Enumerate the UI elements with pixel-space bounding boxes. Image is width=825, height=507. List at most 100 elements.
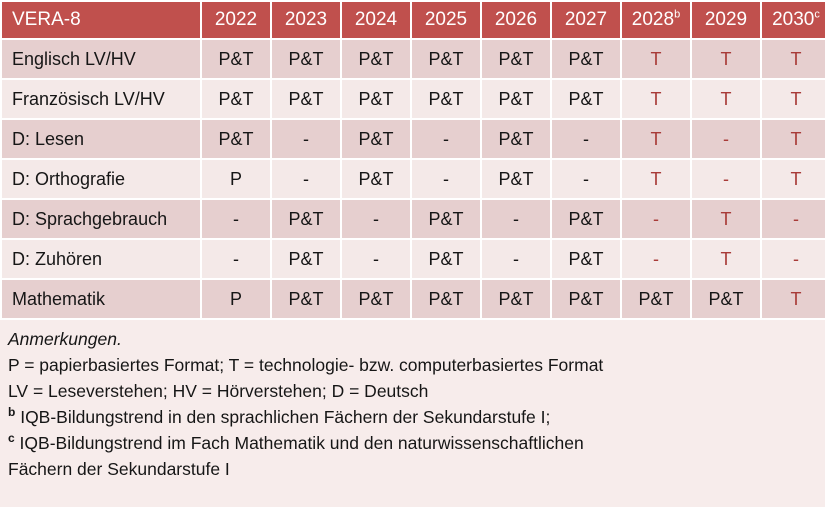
cell-2022: - [202,240,270,278]
notes-line-formats: P = papierbasiertes Format; T = technolo… [8,355,604,375]
table-row: Englisch LV/HV P&T P&T P&T P&T P&T P&T T T T [2,40,825,78]
cell-2023: P&T [272,80,340,118]
row-label: Französisch LV/HV [2,80,200,118]
cell-2026: P&T [482,80,550,118]
table-row: D: Orthografie P - P&T - P&T - T - T [2,160,825,198]
table-body: Englisch LV/HV P&T P&T P&T P&T P&T P&T T T T Franz… [2,40,825,318]
year-label: 2030 [772,9,815,30]
table-row: D: Lesen P&T - P&T - P&T - T - T [2,120,825,158]
table-row: Französisch LV/HV P&T P&T P&T P&T P&T P&T T T T [2,80,825,118]
cell-2028: T [622,160,690,198]
cell-2028: - [622,200,690,238]
cell-2023: P&T [272,200,340,238]
column-header-2028: 2028b [622,2,690,38]
cell-2027: P&T [552,80,620,118]
cell-2025: - [412,120,480,158]
cell-2030: T [762,160,825,198]
corner-label: VERA-8 [12,9,81,30]
cell-2028: - [622,240,690,278]
footnote-marker-c: c [814,8,820,21]
year-label: 2024 [354,9,398,30]
year-label: 2022 [214,9,258,30]
table-row: Mathematik P P&T P&T P&T P&T P&T P&T P&T T [2,280,825,318]
cell-2027: - [552,160,620,198]
cell-2024: - [342,240,410,278]
column-header-2030: 2030c [762,2,825,38]
notes-footnote-b: b IQB-Bildungstrend in den sprachlichen … [8,404,825,430]
cell-2022: P [202,280,270,318]
cell-2026: P&T [482,280,550,318]
cell-2029: T [692,40,760,78]
cell-2023: P&T [272,40,340,78]
cell-2025: P&T [412,200,480,238]
table-row: D: Zuhören - P&T - P&T - P&T - T - [2,240,825,278]
cell-2029: P&T [692,280,760,318]
column-header-2029: 2029 [692,2,760,38]
year-label: 2023 [284,9,328,30]
cell-2023: P&T [272,280,340,318]
column-header-2026: 2026 [482,2,550,38]
notes-footnote-c: c IQB-Bildungstrend im Fach Mathematik u… [8,430,825,456]
column-header-2022: 2022 [202,2,270,38]
cell-2026: P&T [482,40,550,78]
row-label: D: Lesen [2,120,200,158]
cell-2026: - [482,240,550,278]
cell-2024: P&T [342,80,410,118]
footnote-marker-b-text: b [8,405,16,420]
cell-2029: - [692,160,760,198]
cell-2022: P [202,160,270,198]
cell-2030: - [762,240,825,278]
cell-2022: - [202,200,270,238]
cell-2024: P&T [342,280,410,318]
column-header-2023: 2023 [272,2,340,38]
cell-2029: - [692,120,760,158]
cell-2026: P&T [482,120,550,158]
column-header-2025: 2025 [412,2,480,38]
cell-2024: P&T [342,40,410,78]
footnote-marker-b: b [674,8,681,21]
notes-line-abbreviations: LV = Leseverstehen; HV = Hörverstehen; D… [8,381,429,401]
cell-2022: P&T [202,120,270,158]
cell-2028: T [622,120,690,158]
year-label: 2026 [494,9,538,30]
cell-2030: T [762,120,825,158]
cell-2027: - [552,120,620,158]
year-label: 2028 [631,9,675,30]
notes-footnote-c-continued: Fächern der Sekundarstufe I [8,459,230,479]
vera8-schedule-table: VERA-8 2022 2023 2024 2025 2026 2027 202… [0,0,825,320]
cell-2025: P&T [412,280,480,318]
cell-2030: T [762,80,825,118]
footnote-c-body: IQB-Bildungstrend im Fach Mathematik und… [14,433,584,453]
year-label: 2029 [704,9,748,30]
table-header-row: VERA-8 2022 2023 2024 2025 2026 2027 202… [2,2,825,38]
row-label: D: Orthografie [2,160,200,198]
notes-heading: Anmerkungen. [8,329,122,349]
cell-2030: - [762,200,825,238]
cell-2025: P&T [412,240,480,278]
footnote-b-body: IQB-Bildungstrend in den sprachlichen Fä… [15,407,551,427]
cell-2022: P&T [202,80,270,118]
cell-2027: P&T [552,240,620,278]
row-label: D: Sprachgebrauch [2,200,200,238]
cell-2027: P&T [552,200,620,238]
cell-2028: T [622,40,690,78]
cell-2029: T [692,200,760,238]
cell-2026: P&T [482,160,550,198]
cell-2030: T [762,40,825,78]
cell-2028: T [622,80,690,118]
cell-2025: P&T [412,80,480,118]
year-label: 2027 [564,9,608,30]
table-corner-title: VERA-8 [2,2,200,38]
column-header-2024: 2024 [342,2,410,38]
table-header: VERA-8 2022 2023 2024 2025 2026 2027 202… [2,2,825,38]
cell-2028: P&T [622,280,690,318]
cell-2022: P&T [202,40,270,78]
cell-2029: T [692,240,760,278]
table-notes: Anmerkungen. P = papierbasiertes Format;… [0,320,825,507]
cell-2030: T [762,280,825,318]
cell-2024: P&T [342,120,410,158]
table-row: D: Sprachgebrauch - P&T - P&T - P&T - T - [2,200,825,238]
cell-2027: P&T [552,280,620,318]
cell-2024: P&T [342,160,410,198]
